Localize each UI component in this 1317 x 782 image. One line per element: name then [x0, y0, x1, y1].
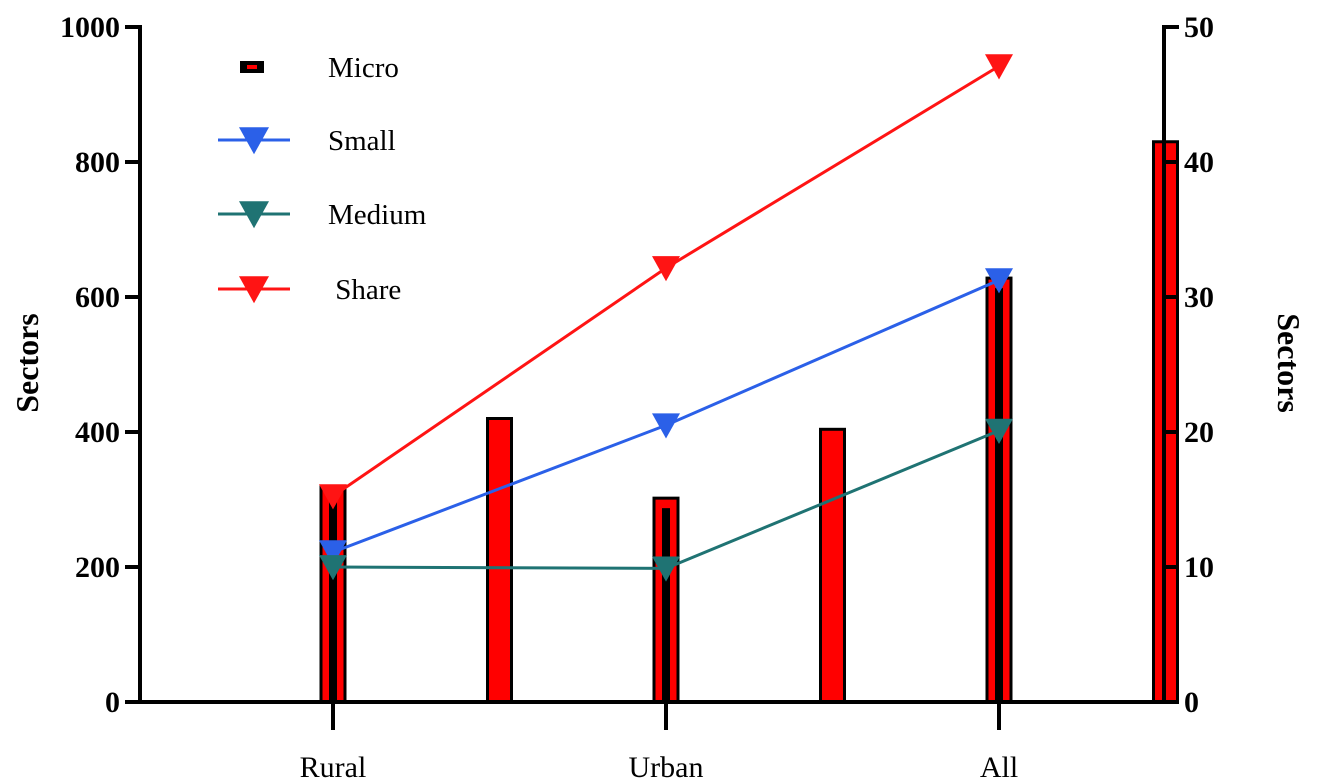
bar: [819, 427, 846, 704]
y-tick-label-right: 40: [1184, 146, 1214, 179]
y-tick-label-right: 50: [1184, 11, 1214, 44]
bar-core: [662, 508, 670, 702]
y-tick-label-left: 400: [75, 416, 120, 449]
bar-core: [995, 288, 1003, 702]
y-tick-label-right: 20: [1184, 416, 1214, 449]
y-tick-label-left: 600: [75, 281, 120, 314]
series-marker: [652, 556, 680, 582]
x-tick-label: Urban: [629, 751, 704, 782]
y-tick-label-left: 800: [75, 146, 120, 179]
x-tick-label: Rural: [300, 751, 367, 782]
y-tick-label-right: 30: [1184, 281, 1214, 314]
axes-layer: [138, 25, 1166, 704]
series-marker: [319, 484, 347, 510]
series-marker: [985, 418, 1013, 444]
y-tick-label-left: 200: [75, 551, 120, 584]
y-tick-label-right: 0: [1184, 686, 1199, 719]
y-axis-left-label: Sectors: [9, 313, 45, 413]
legend-label: Share: [328, 274, 401, 306]
ticks-layer: 0 200 400 600 800 1000 0 10 20 30 40 50 Rural Urban Al…: [60, 11, 1214, 782]
bar-core: [329, 496, 337, 702]
legend-marker: [239, 201, 269, 229]
legend-marker: [239, 127, 269, 155]
series-marker: [985, 54, 1013, 80]
y-tick-label-left: 0: [105, 686, 120, 719]
series-marker: [652, 413, 680, 439]
series-marker: [319, 540, 347, 566]
x-tick-label: All: [980, 751, 1018, 782]
series-marker: [652, 256, 680, 282]
legend-marker: [239, 276, 269, 304]
legend: Micro Small Medium Share: [218, 52, 427, 306]
bars-layer: [319, 140, 1179, 704]
series-marker: [985, 268, 1013, 294]
y-tick-label-left: 1000: [60, 11, 120, 44]
legend-swatch-inner: [247, 65, 257, 69]
y-tick-label-right: 10: [1184, 551, 1214, 584]
y-axis-right-label: Sectors: [1271, 313, 1307, 413]
bar: [486, 417, 513, 704]
legend-label: Small: [328, 125, 396, 157]
series-marker: [319, 555, 347, 581]
lines-layer: [319, 54, 1013, 582]
legend-label: Micro: [328, 52, 399, 84]
legend-label: Medium: [328, 199, 427, 231]
